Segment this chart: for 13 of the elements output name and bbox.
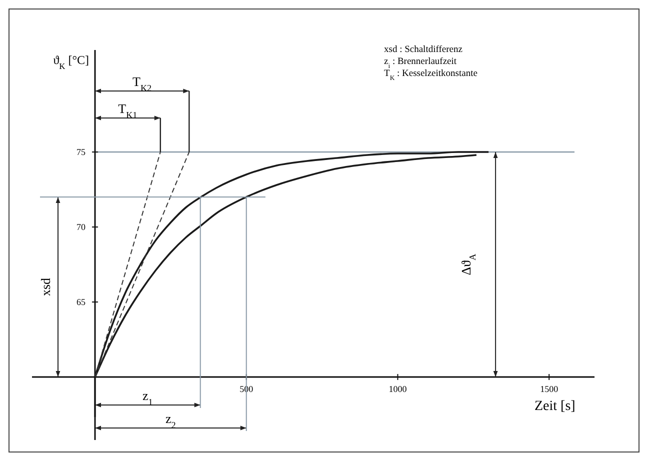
annotation: T$_{K2}$ <box>132 74 152 93</box>
y-axis-title: ϑ$_{K}$ [°C] <box>53 53 89 70</box>
annotation: T$_{K}$ : Kesselzeitkonstante <box>384 69 478 82</box>
x-tick-label: 1000 <box>388 384 408 394</box>
x-tick-label: 1500 <box>540 384 559 394</box>
annotation: z$_{i}$ : Brennerlaufzeit <box>384 57 457 70</box>
x-axis-title: Zeit [s] <box>534 399 576 414</box>
annotation: T$_{K1}$ <box>118 101 138 120</box>
y-tick-label: 70 <box>76 222 86 232</box>
y-tick-label: 65 <box>76 297 86 307</box>
y-tick-label: 75 <box>76 147 86 157</box>
annotation: xsd : Schaltdifferenz <box>384 45 462 55</box>
x-tick-label: 500 <box>240 384 254 394</box>
